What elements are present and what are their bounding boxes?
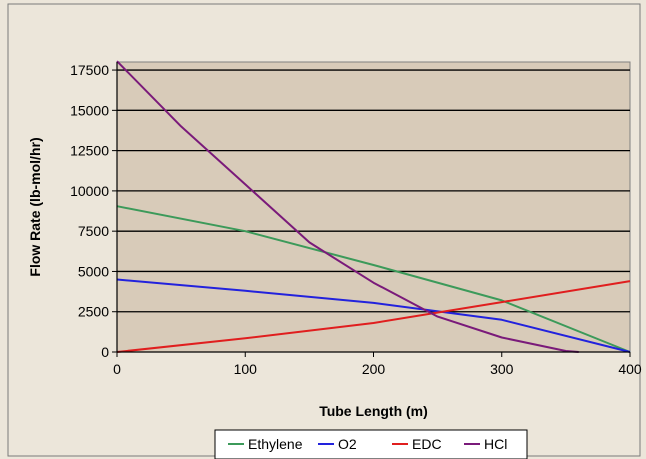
y-axis-title: Flow Rate (lb-mol/hr) [27,137,43,276]
y-tick-label-7: 17500 [70,62,109,78]
y-tick-label-3: 7500 [78,223,109,239]
y-tick-label-6: 15000 [70,102,109,118]
x-tick-label-4: 400 [618,361,642,377]
x-tick-label-0: 0 [113,361,121,377]
x-tick-label-2: 200 [362,361,386,377]
legend[interactable]: Ethylene O2 EDC HCl [215,430,527,459]
y-tick-label-0: 0 [101,344,109,360]
legend-label-ethylene: Ethylene [248,436,303,452]
plot-area [117,61,630,352]
y-tick-label-4: 10000 [70,183,109,199]
x-axis-title: Tube Length (m) [319,403,428,419]
x-tick-label-3: 300 [490,361,514,377]
legend-label-edc: EDC [412,436,442,452]
x-tick-label-1: 100 [234,361,258,377]
legend-label-o2: O2 [338,436,357,452]
legend-label-hcl: HCl [484,436,507,452]
plot-background [117,62,630,352]
y-tick-label-5: 12500 [70,143,109,159]
y-tick-label-2: 5000 [78,263,109,279]
y-tick-label-1: 2500 [78,304,109,320]
